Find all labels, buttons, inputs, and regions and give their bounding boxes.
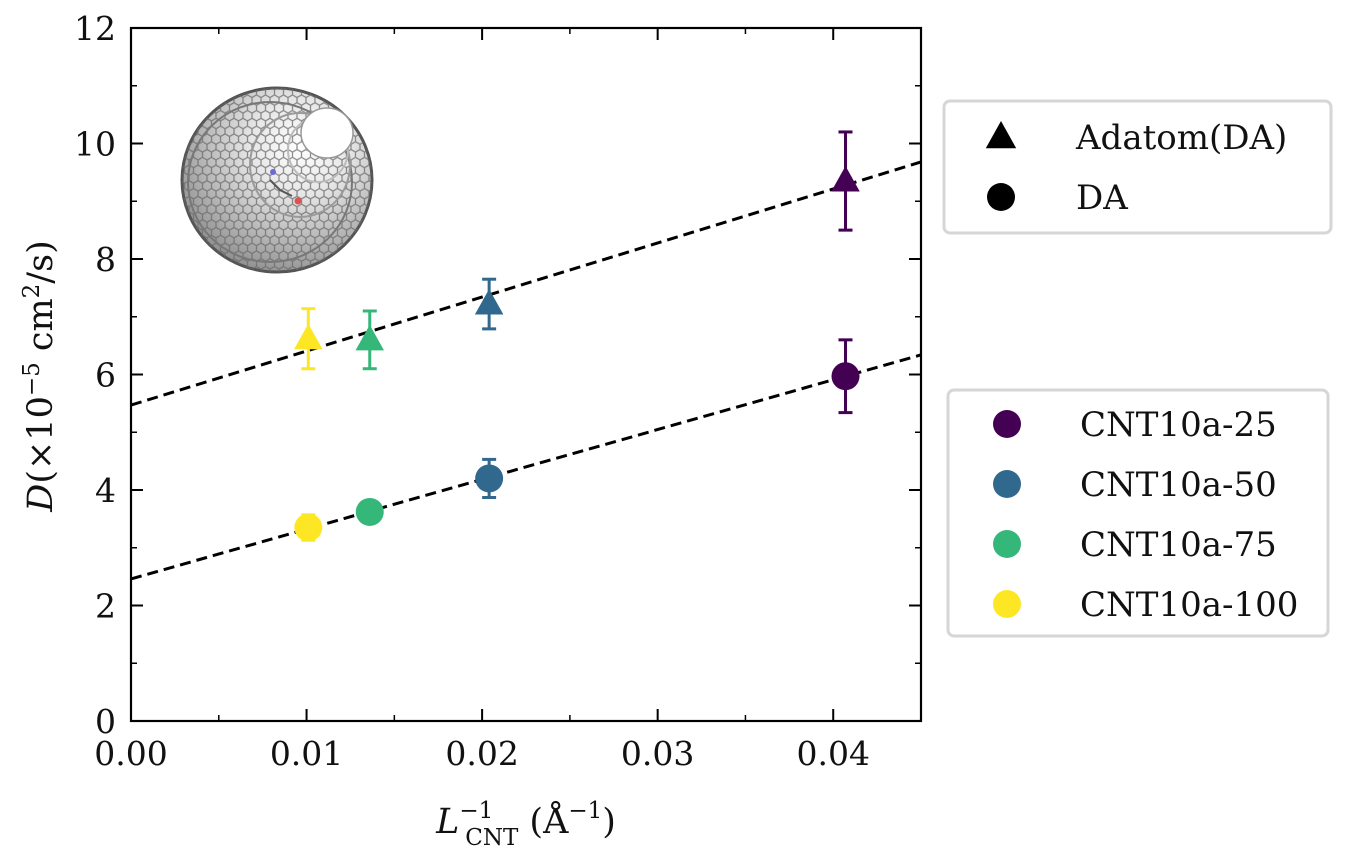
y-axis-label: D(×10−5 cm2/s) <box>19 240 61 512</box>
fit-line-da <box>131 353 921 581</box>
legend-marker-label: Adatom(DA) <box>1075 118 1287 158</box>
x-tick-label: 0.02 <box>445 734 518 773</box>
legend-series-label: CNT10a-25 <box>1080 405 1277 445</box>
legend-series-swatch <box>993 410 1021 438</box>
y-tick-label: 6 <box>95 356 116 395</box>
legend-series-label: CNT10a-50 <box>1080 465 1277 505</box>
legend-series-swatch <box>993 530 1021 558</box>
legend-series-swatch <box>993 470 1021 498</box>
da-point <box>831 362 860 391</box>
y-tick-label: 10 <box>74 125 116 164</box>
da-point <box>294 513 323 542</box>
axis-ticks: 0.00 0.01 0.02 0.03 0.04 0 2 4 6 8 10 12 <box>74 9 922 773</box>
x-tick-label: 0.04 <box>796 734 869 773</box>
series-legend-box <box>946 388 1330 638</box>
data-points <box>294 130 860 542</box>
legend-triangle-marker <box>985 121 1017 149</box>
y-tick-label: 12 <box>74 9 116 48</box>
x-tick-label: 0.03 <box>621 734 694 773</box>
legend-marker-label: DA <box>1076 178 1128 218</box>
adatom-point <box>831 166 860 192</box>
marker-legend-box <box>942 99 1333 235</box>
x-tick-label: 0.00 <box>94 734 167 773</box>
y-tick-label: 8 <box>95 240 116 279</box>
legend-series-label: CNT10a-75 <box>1080 525 1277 565</box>
legend-series-label: CNT10a-100 <box>1080 585 1298 625</box>
y-tick-label: 4 <box>95 471 116 510</box>
x-tick-label: 0.01 <box>270 734 343 773</box>
x-axis-label: L−1 CNT (Å−1) <box>435 798 616 851</box>
nanotube-inset <box>180 86 374 274</box>
da-point <box>355 497 384 526</box>
legend-series-swatch <box>993 590 1021 618</box>
adatom-point <box>294 323 323 350</box>
fit-line-adatom <box>131 160 921 407</box>
adatom-point <box>474 289 504 315</box>
da-point <box>475 464 504 493</box>
carbon-nanotube-icon <box>180 86 374 274</box>
fit-lines <box>131 160 921 581</box>
marker-legend: Adatom(DA) DA <box>985 118 1287 218</box>
legend-circle-marker <box>987 183 1015 211</box>
y-tick-label: 0 <box>95 702 116 741</box>
y-tick-label: 2 <box>95 587 116 626</box>
series-legend: CNT10a-25 CNT10a-50 CNT10a-75 CNT10a-100 <box>993 405 1298 625</box>
adatom-point <box>355 324 385 351</box>
